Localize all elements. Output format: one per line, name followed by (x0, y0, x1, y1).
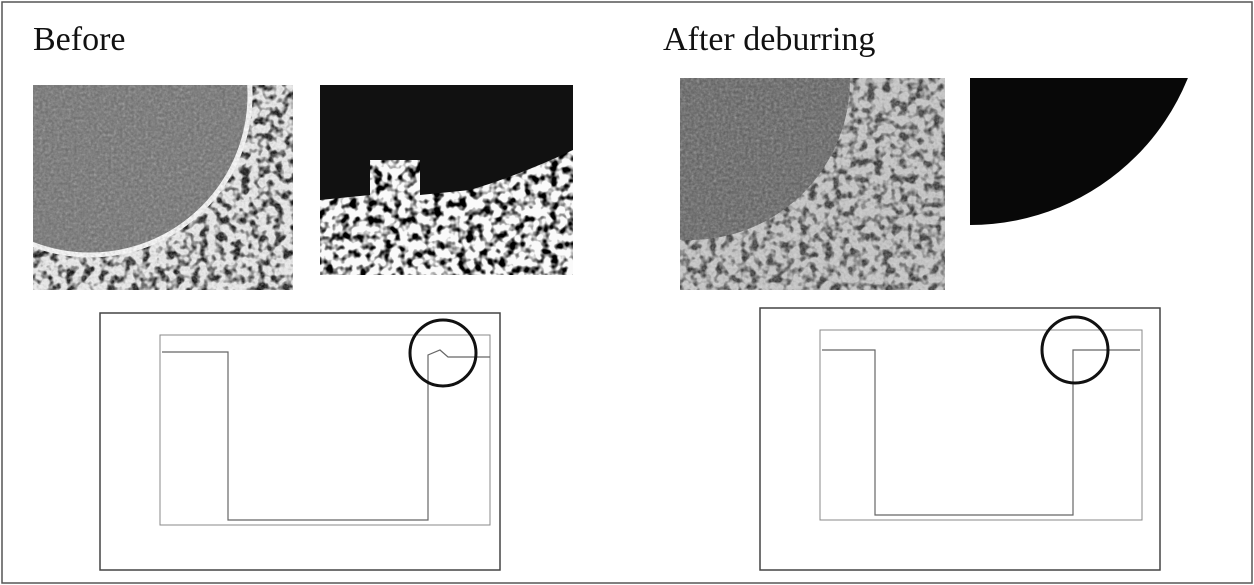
panel-title: Before (33, 21, 126, 58)
photo (320, 85, 573, 275)
panel-title: After deburring (663, 21, 875, 58)
figure: Before After deburring (0, 0, 1254, 585)
